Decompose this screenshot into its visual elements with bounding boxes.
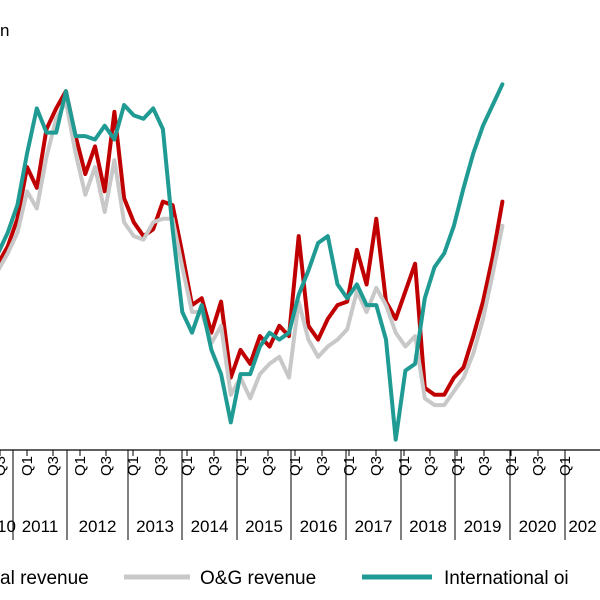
quarter-tick-label: Q1 [125, 456, 142, 476]
quarter-tick-label: Q3 [260, 456, 277, 476]
quarter-tick-label: Q1 [557, 456, 574, 476]
year-tick-label: 2015 [245, 517, 283, 536]
quarter-tick-label: Q1 [503, 456, 520, 476]
year-tick-label: 2017 [355, 517, 393, 536]
quarter-tick-label: Q3 [530, 456, 547, 476]
legend: al revenue O&G revenue International oi [0, 568, 569, 589]
quarter-tick-label: Q3 [368, 456, 385, 476]
quarter-tick-label: Q1 [179, 456, 196, 476]
year-tick-label: 2020 [519, 517, 557, 536]
quarter-tick-label: Q3 [152, 456, 169, 476]
year-tick-label: 2014 [191, 517, 229, 536]
year-tick-label: 202 [568, 517, 596, 536]
quarter-tick-label: Q1 [287, 456, 304, 476]
year-tick-label: 10 [0, 517, 16, 536]
legend-label: al revenue [0, 568, 89, 589]
quarter-tick-label: Q3 [98, 456, 115, 476]
legend-label: O&G revenue [200, 568, 316, 589]
quarter-tick-label: Q3 [0, 456, 9, 476]
x-axis: Q3 10 Q1 Q3 2011 Q1 Q3 2012 Q1 Q3 2013 Q1 Q3 2014 Q1 Q3… [0, 450, 597, 540]
year-tick-label: 2012 [79, 517, 117, 536]
series-line-1 [0, 99, 505, 408]
series-line-0 [0, 89, 505, 397]
quarter-tick-label: Q1 [341, 456, 358, 476]
year-tick-label: 2013 [136, 517, 174, 536]
quarter-tick-label: Q3 [422, 456, 439, 476]
quarter-tick-label: Q1 [449, 456, 466, 476]
legend-label: International oi [444, 568, 569, 589]
year-tick-label: 2016 [300, 517, 338, 536]
series-layer [0, 82, 505, 442]
quarter-tick-label: Q3 [476, 456, 493, 476]
quarter-tick-label: Q3 [314, 456, 331, 476]
quarter-tick-label: Q1 [233, 456, 250, 476]
quarter-tick-label: Q1 [72, 456, 89, 476]
quarter-tick-label: Q1 [396, 456, 413, 476]
quarter-tick-label: Q3 [45, 456, 62, 476]
year-tick-label: 2018 [409, 517, 447, 536]
quarter-tick-label: Q1 [19, 456, 36, 476]
year-tick-label: 2019 [464, 517, 502, 536]
quarter-tick-label: Q3 [206, 456, 223, 476]
unit-label: n [0, 21, 9, 40]
series-line-2 [0, 82, 505, 442]
year-tick-label: 2011 [22, 517, 59, 536]
